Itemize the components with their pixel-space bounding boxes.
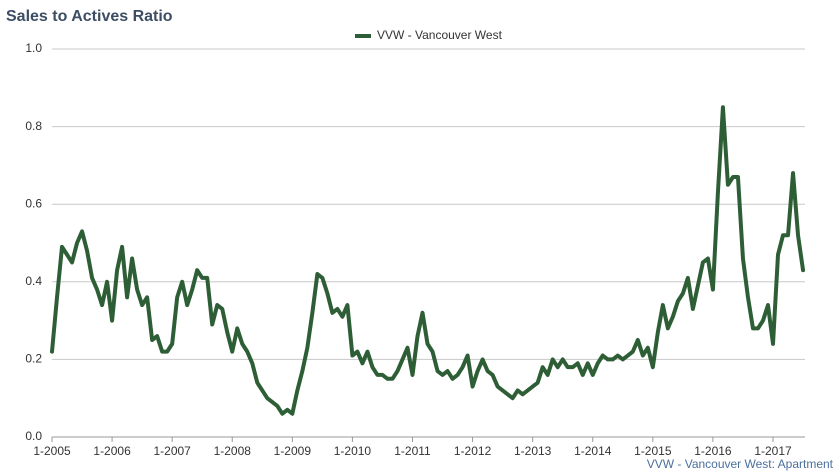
x-tick-label: 1-2017 xyxy=(754,444,792,458)
x-tick-label: 1-2008 xyxy=(214,444,252,458)
x-tick-label: 1-2013 xyxy=(514,444,552,458)
x-tick-label: 1-2016 xyxy=(694,444,732,458)
x-tick-label: 1-2005 xyxy=(33,444,71,458)
series-line xyxy=(50,105,806,416)
x-tick-label: 1-2009 xyxy=(274,444,312,458)
y-tick-label: 0.4 xyxy=(25,274,42,288)
credit: VVW - Vancouver West: Apartment xyxy=(647,457,834,471)
x-tick-label: 1-2006 xyxy=(93,444,131,458)
legend-label: VVW - Vancouver West xyxy=(377,28,503,42)
y-tick-label: 0.6 xyxy=(25,196,42,210)
x-tick-label: 1-2015 xyxy=(634,444,672,458)
x-tick-label: 1-2014 xyxy=(574,444,612,458)
y-tick-label: 1.0 xyxy=(25,41,42,55)
y-tick-label: 0.8 xyxy=(25,119,42,133)
y-tick-label: 0.0 xyxy=(25,429,42,443)
x-tick-label: 1-2011 xyxy=(394,444,431,458)
chart-title: Sales to Actives Ratio xyxy=(6,8,173,25)
x-tick-label: 1-2007 xyxy=(153,444,191,458)
x-tick-label: 1-2010 xyxy=(334,444,372,458)
x-tick-label: 1-2012 xyxy=(454,444,492,458)
y-tick-label: 0.2 xyxy=(25,352,42,366)
